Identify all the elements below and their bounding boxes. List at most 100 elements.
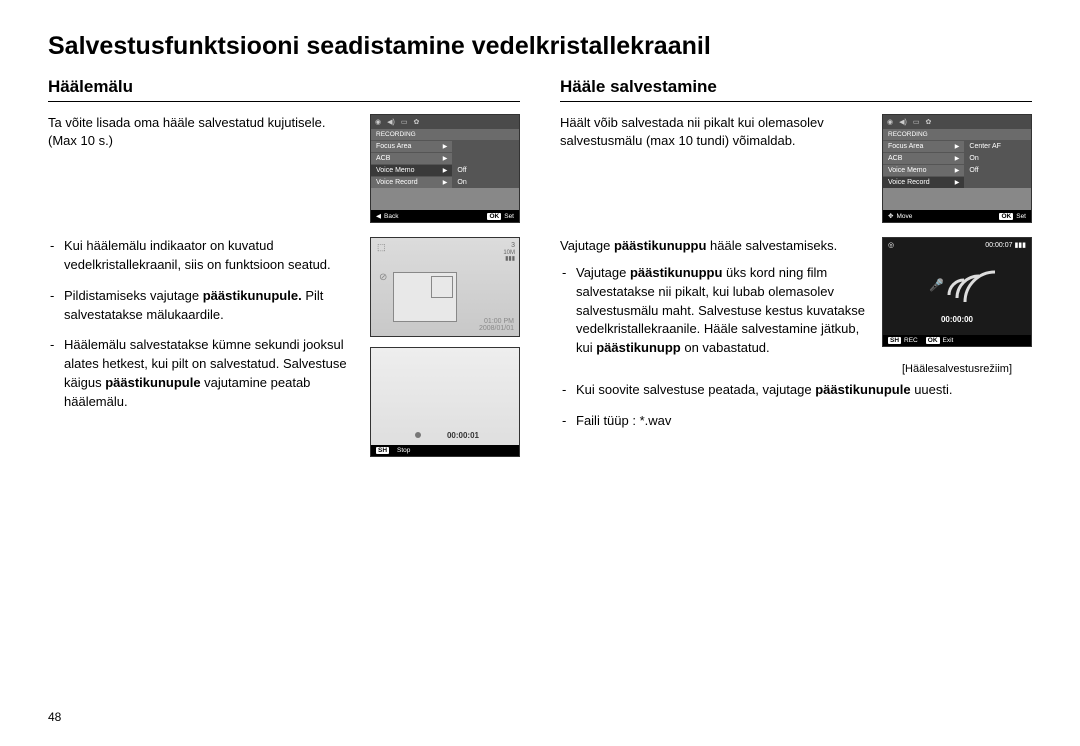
page-title: Salvestusfunktsiooni seadistamine vedelk… — [48, 32, 1032, 61]
menu-label: Voice Memo — [888, 167, 927, 174]
lcd-gap — [883, 188, 1031, 210]
display-tab-icon: ▭ — [913, 118, 920, 126]
body-voice-record: Vajutage päästikunuppu hääle salvestamis… — [560, 237, 870, 370]
stop-label: Stop — [397, 447, 410, 454]
set-label: Set — [504, 213, 514, 220]
lcd-menu-voice-memo: ◉ ◀) ▭ ✿ RECORDING Focus Area▶ACB▶Voice … — [370, 114, 520, 223]
lcd-bottom-bar: ✥ Move OK Set — [883, 210, 1031, 222]
menu-value — [452, 153, 519, 164]
menu-row: ACB ▶ On — [883, 152, 1031, 164]
menu-label: Focus Area — [888, 143, 923, 150]
exit-label: Exit — [943, 337, 954, 344]
camera-tab-icon: ◉ — [375, 118, 381, 126]
microphone-icon: ⊘ — [379, 272, 387, 283]
sh-key-icon: SH — [888, 337, 901, 344]
lcd-menu-voice-record: ◉ ◀) ▭ ✿ RECORDING Focus Area▶Center AFA… — [882, 114, 1032, 223]
chevron-right-icon: ▶ — [443, 167, 448, 174]
battery-icon: ▮▮▮ — [1014, 242, 1026, 249]
move-arrows-icon: ✥ — [888, 212, 893, 220]
lcd-tab-bar: ◉ ◀) ▭ ✿ — [371, 115, 519, 129]
menu-label: ACB — [376, 155, 390, 162]
camera-tab-icon: ◉ — [887, 118, 893, 126]
menu-value: Center AF — [964, 141, 1031, 152]
voice-elapsed: 00:00:00 — [941, 315, 973, 324]
photo-side-info: 3 10M ▮▮▮ — [503, 242, 515, 263]
back-arrow-icon: ◀ — [376, 212, 381, 220]
set-label: Set — [1016, 213, 1026, 220]
chevron-right-icon: ▶ — [443, 143, 448, 150]
menu-row: Voice Memo ▶ Off — [883, 164, 1031, 176]
menu-value — [452, 141, 519, 152]
ok-key-icon: OK — [999, 213, 1013, 220]
photo-datetime: 01:00 PM 2008/01/01 — [479, 318, 514, 332]
lcd-voice-mode: ◎ 00:00:07 ▮▮▮ 🎤 00:00:00 SH REC — [882, 237, 1032, 347]
ok-key-icon: OK — [926, 337, 940, 344]
bullet-r3: Faili tüüp : *.wav — [576, 412, 1032, 431]
lcd-photo-preview: ⬚ 3 10M ▮▮▮ ⊘ 01:00 PM 2008/01/01 — [370, 237, 520, 337]
battery-icon: ▮▮▮ — [503, 256, 515, 263]
menu-row: ACB ▶ — [371, 152, 519, 164]
move-label: Move — [896, 213, 912, 220]
rec-elapsed: 00:00:01 — [447, 431, 479, 440]
left-column: Häälemälu Ta võite lisada oma hääle salv… — [48, 77, 520, 457]
intro-voice-memo: Ta võite lisada oma hääle salvestatud ku… — [48, 114, 358, 150]
heading-voice-record: Hääle salvestamine — [560, 77, 1032, 102]
chevron-right-icon: ▶ — [443, 155, 448, 162]
menu-label: Voice Memo — [376, 167, 415, 174]
menu-value — [964, 177, 1031, 188]
rec-bottom-bar: SH Stop — [371, 445, 519, 456]
chevron-right-icon: ▶ — [955, 167, 960, 174]
menu-value: On — [452, 177, 519, 188]
bullet-2: Pildistamiseks vajutage päästikunupule. … — [64, 287, 358, 325]
lcd-gap — [371, 188, 519, 210]
rec-dot-icon — [415, 432, 421, 438]
lcd-bottom-bar: ◀ Back OK Set — [371, 210, 519, 222]
menu-row: Voice Memo ▶ Off — [371, 164, 519, 176]
sound-tab-icon: ◀) — [387, 118, 395, 126]
chevron-right-icon: ▶ — [955, 179, 960, 186]
menu-value: On — [964, 153, 1031, 164]
chevron-right-icon: ▶ — [955, 143, 960, 150]
chevron-right-icon: ▶ — [443, 179, 448, 186]
settings-tab-icon: ✿ — [413, 118, 419, 126]
lcd-tab-bar: ◉ ◀) ▭ ✿ — [883, 115, 1031, 129]
lcd-menu-header: RECORDING — [371, 129, 519, 140]
ok-key-icon: OK — [487, 213, 501, 220]
bullet-r2: Kui soovite salvestuse peatada, vajutage… — [576, 381, 1032, 400]
bullet-3: Häälemälu salvestatakse kümne sekundi jo… — [64, 336, 358, 411]
back-label: Back — [384, 213, 398, 220]
bullet-1: Kui häälemälu indikaator on kuvatud vede… — [64, 237, 358, 275]
voice-bottom-bar: SH REC OK Exit — [883, 335, 1031, 346]
right-column: Hääle salvestamine Häält võib salvestada… — [560, 77, 1032, 457]
voice-caption: [Häälesalvestusrežiim] — [882, 363, 1032, 375]
menu-label: ACB — [888, 155, 902, 162]
sh-key-icon: SH — [376, 447, 389, 454]
rec-label: REC — [904, 337, 918, 344]
intro-voice-record: Häält võib salvestada nii pikalt kui ole… — [560, 114, 870, 150]
chevron-right-icon: ▶ — [955, 155, 960, 162]
display-tab-icon: ▭ — [401, 118, 408, 126]
menu-row: Focus Area ▶ — [371, 140, 519, 152]
bullet-r1: Vajutage päästikunuppu üks kord ning fil… — [576, 264, 870, 358]
menu-label: Voice Record — [888, 179, 930, 186]
lcd-menu-header: RECORDING — [883, 129, 1031, 140]
menu-value: Off — [964, 165, 1031, 176]
menu-row: Voice Record ▶ — [883, 176, 1031, 188]
lcd-recording: 00:00:01 SH Stop — [370, 347, 520, 457]
menu-row: Focus Area ▶ Center AF — [883, 140, 1031, 152]
voice-mode-icon: ◎ — [888, 241, 894, 249]
menu-value: Off — [452, 165, 519, 176]
menu-label: Voice Record — [376, 179, 418, 186]
mode-icon: ⬚ — [377, 242, 386, 253]
focus-bracket — [431, 276, 453, 298]
heading-voice-memo: Häälemälu — [48, 77, 520, 102]
content-columns: Häälemälu Ta võite lisada oma hääle salv… — [48, 77, 1032, 457]
menu-label: Focus Area — [376, 143, 411, 150]
settings-tab-icon: ✿ — [925, 118, 931, 126]
voice-top-time: 00:00:07 — [985, 242, 1012, 249]
menu-row: Voice Record ▶ On — [371, 176, 519, 188]
intro-line1: Ta võite lisada oma hääle salvestatud ku… — [48, 115, 326, 130]
intro-line2: (Max 10 s.) — [48, 133, 113, 148]
page-number: 48 — [48, 710, 61, 724]
sound-tab-icon: ◀) — [899, 118, 907, 126]
